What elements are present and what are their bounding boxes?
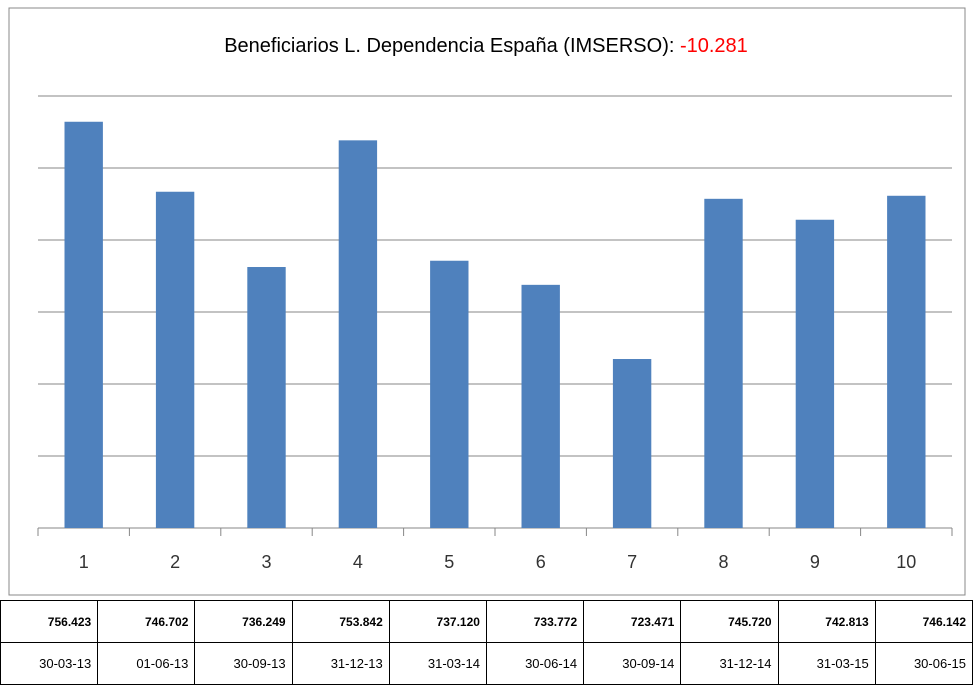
data-table: 756.423 746.702 736.249 753.842 737.120 733.7…	[0, 600, 973, 685]
x-tick-label: 6	[536, 552, 546, 572]
x-tick-label: 4	[353, 552, 363, 572]
x-tick-label: 7	[627, 552, 637, 572]
bar	[338, 140, 378, 529]
bar	[64, 121, 103, 529]
chart: Beneficiarios L. Dependencia España (IMS…	[8, 7, 966, 596]
bar	[521, 284, 560, 528]
dates-row: 30-03-13 01-06-13 30-09-13 31-12-13 31-03-14…	[0, 642, 973, 685]
value-cell: 742.813	[777, 600, 876, 643]
x-tick-label: 5	[444, 552, 454, 572]
x-tick-label: 2	[170, 552, 180, 572]
date-cell: 31-12-14	[680, 642, 779, 685]
bar	[887, 195, 926, 529]
values-row: 756.423 746.702 736.249 753.842 737.120 733.7…	[0, 600, 973, 643]
date-cell: 30-09-13	[194, 642, 293, 685]
bar	[430, 260, 469, 528]
date-cell: 30-09-14	[583, 642, 682, 685]
value-cell: 736.249	[194, 600, 293, 643]
value-cell: 756.423	[0, 600, 99, 643]
value-cell: 745.720	[680, 600, 779, 643]
value-cell: 733.772	[485, 600, 585, 643]
title-annotation: -10.281	[680, 35, 748, 57]
date-cell: 01-06-13	[97, 642, 196, 685]
value-cell: 753.842	[291, 600, 390, 643]
x-tick-label: 8	[718, 552, 728, 572]
bar	[612, 359, 652, 528]
value-cell: 746.142	[874, 600, 973, 643]
date-cell: 30-06-15	[874, 642, 973, 685]
x-tick-label: 1	[79, 552, 89, 572]
value-cell: 723.471	[583, 600, 682, 643]
value-cell: 746.702	[97, 600, 196, 643]
x-tick-label: 9	[810, 552, 820, 572]
x-tick-label: 10	[896, 552, 916, 572]
bar	[155, 191, 195, 528]
date-cell: 31-03-15	[777, 642, 876, 685]
date-cell: 30-06-14	[485, 642, 585, 685]
bar	[795, 219, 835, 528]
value-cell: 737.120	[388, 600, 487, 643]
date-cell: 31-12-13	[291, 642, 390, 685]
date-cell: 30-03-13	[0, 642, 99, 685]
title-text: Beneficiarios L. Dependencia España (IMS…	[224, 35, 680, 57]
date-cell: 31-03-14	[388, 642, 487, 685]
x-tick-label: 3	[261, 552, 271, 572]
bar	[704, 198, 743, 529]
bar	[247, 267, 286, 528]
chart-title: Beneficiarios L. Dependencia España (IMS…	[224, 35, 748, 57]
